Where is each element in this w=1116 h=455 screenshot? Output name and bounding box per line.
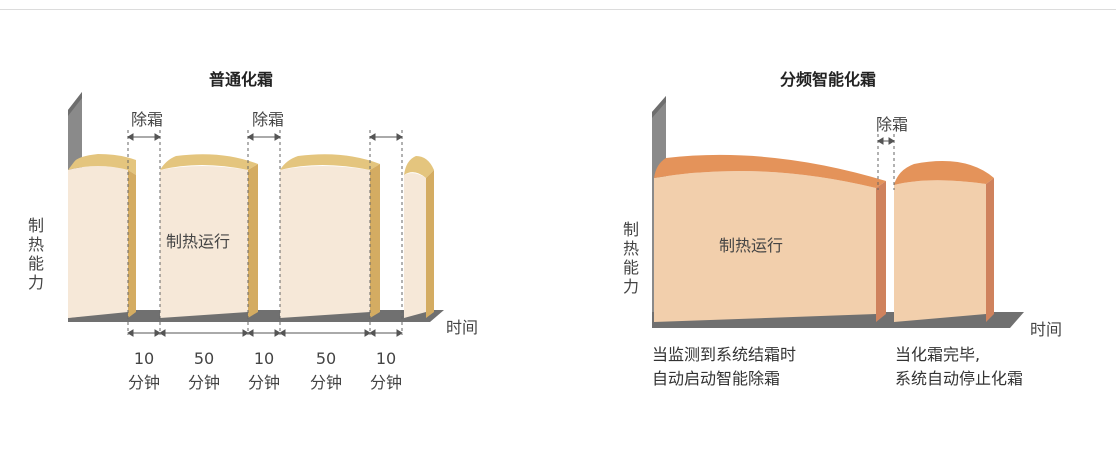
- duration-1: 10 分钟: [114, 347, 174, 395]
- left-run-label: 制热运行: [166, 232, 231, 251]
- left-y-axis-label: 制热能力: [27, 216, 44, 292]
- note-detect-frost: 当监测到系统结霜时 自动启动智能除霜: [652, 343, 796, 391]
- duration-3: 10 分钟: [234, 347, 294, 395]
- left-title: 普通化霜: [209, 70, 274, 89]
- duration-4-value: 50: [315, 349, 337, 368]
- duration-5-unit: 分钟: [369, 373, 402, 392]
- note-detect-frost-line-2: 自动启动智能除霜: [652, 369, 781, 388]
- duration-3-value: 10: [253, 349, 275, 368]
- defrost-label-2: 除霜: [252, 110, 285, 129]
- duration-3-unit: 分钟: [247, 373, 280, 392]
- duration-5-value: 10: [375, 349, 397, 368]
- duration-1-unit: 分钟: [127, 373, 160, 392]
- duration-4-unit: 分钟: [309, 373, 342, 392]
- duration-2-value: 50: [193, 349, 215, 368]
- right-x-axis-label: 时间: [1030, 320, 1063, 339]
- right-run-label: 制热运行: [719, 236, 784, 255]
- run-bar-2: [160, 154, 258, 318]
- note-defrost-complete-line-2: 系统自动停止化霜: [895, 369, 1024, 388]
- run-bar-3: [280, 154, 380, 318]
- run-bar-1: [68, 154, 136, 318]
- right-y-axis-label: 制热能力: [622, 220, 639, 296]
- note-defrost-complete: 当化霜完毕, 系统自动停止化霜: [895, 343, 1023, 391]
- run-bar-4: [404, 156, 434, 318]
- duration-5: 10 分钟: [356, 347, 416, 395]
- run-bar-short: [894, 161, 994, 322]
- left-x-axis-label: 时间: [446, 318, 479, 337]
- duration-2-unit: 分钟: [187, 373, 220, 392]
- right-title: 分频智能化霜: [780, 70, 877, 89]
- top-divider: [0, 9, 1116, 10]
- duration-4: 50 分钟: [296, 347, 356, 395]
- note-detect-frost-line-1: 当监测到系统结霜时: [652, 345, 797, 364]
- defrost-label-1: 除霜: [131, 110, 164, 129]
- duration-1-value: 10: [133, 349, 155, 368]
- note-defrost-complete-line-1: 当化霜完毕,: [895, 345, 981, 364]
- run-bar-long: [654, 154, 886, 322]
- defrost-label-right: 除霜: [876, 115, 909, 134]
- duration-2: 50 分钟: [174, 347, 234, 395]
